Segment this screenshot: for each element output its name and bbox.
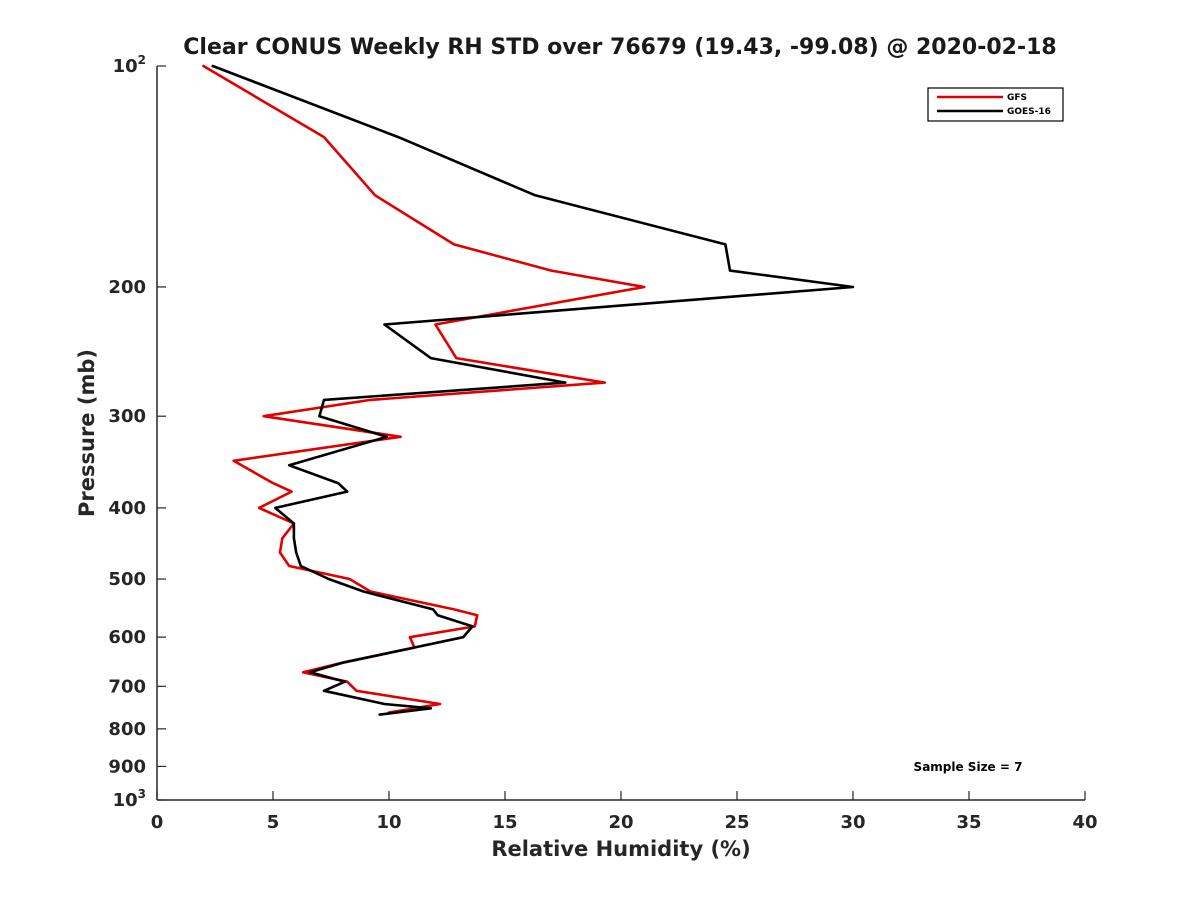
x-tick-label: 40 bbox=[1072, 812, 1097, 833]
series-line-goes16 bbox=[211, 64, 855, 716]
x-tick-label: 10 bbox=[376, 812, 401, 833]
legend-box bbox=[927, 87, 1064, 122]
x-tick-label: 15 bbox=[492, 812, 517, 833]
legend-label-goes16: GOES-16 bbox=[1007, 107, 1051, 117]
x-tick-label: 35 bbox=[956, 812, 981, 833]
series-line-gfs bbox=[202, 64, 646, 714]
y-axis-label: Pressure (mb) bbox=[75, 349, 99, 517]
y-axis-ticks: 102 200 300 400 500 600 700 800 900 103 bbox=[108, 53, 166, 811]
x-tick-label: 0 bbox=[151, 812, 164, 833]
y-tick-label: 800 bbox=[108, 719, 146, 740]
plot-area bbox=[156, 66, 1085, 801]
y-tick-label: 400 bbox=[108, 498, 146, 519]
x-axis-ticks: 0 5 10 15 20 25 30 35 40 bbox=[151, 791, 1098, 833]
y-tick-label: 600 bbox=[108, 627, 146, 648]
y-tick-label-top: 102 bbox=[113, 53, 146, 77]
y-tick-label: 900 bbox=[108, 756, 146, 777]
chart-title: Clear CONUS Weekly RH STD over 76679 (19… bbox=[183, 35, 1056, 60]
y-tick-label: 700 bbox=[108, 676, 146, 697]
y-tick-label: 500 bbox=[108, 569, 146, 590]
y-tick-label: 200 bbox=[108, 277, 146, 298]
x-tick-label: 30 bbox=[840, 812, 865, 833]
x-axis-label: Relative Humidity (%) bbox=[491, 837, 750, 861]
x-tick-label: 20 bbox=[608, 812, 633, 833]
y-tick-label: 300 bbox=[108, 406, 146, 427]
legend-label-gfs: GFS bbox=[1007, 93, 1027, 103]
legend: GFS GOES-16 bbox=[927, 87, 1064, 122]
x-tick-label: 5 bbox=[267, 812, 280, 833]
series-lines bbox=[202, 64, 855, 716]
y-tick-label-bottom: 103 bbox=[113, 787, 146, 811]
sample-size-annotation: Sample Size = 7 bbox=[914, 760, 1023, 774]
x-tick-label: 25 bbox=[724, 812, 749, 833]
